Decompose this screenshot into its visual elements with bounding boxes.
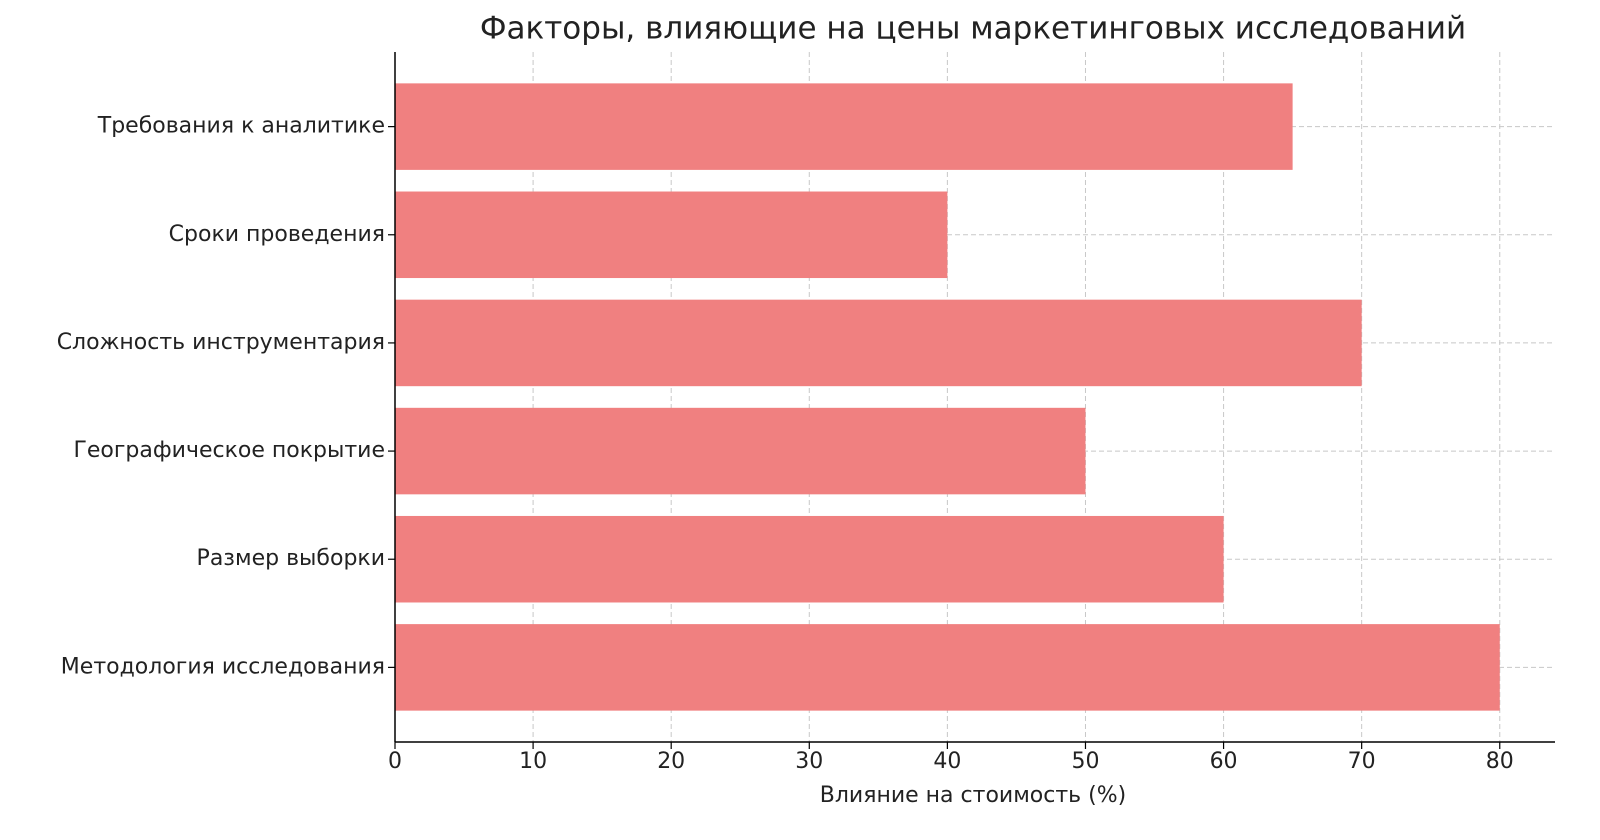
x-tick-label: 60 bbox=[1210, 749, 1238, 774]
bar bbox=[395, 191, 948, 279]
x-tick-label: 20 bbox=[657, 749, 685, 774]
bar bbox=[395, 407, 1086, 495]
y-tick-label: Сложность инструментария bbox=[57, 330, 385, 355]
y-tick-label: Географическое покрытие bbox=[73, 438, 385, 463]
x-tick-label: 40 bbox=[933, 749, 961, 774]
bar bbox=[395, 515, 1224, 603]
y-tick-label: Требования к аналитике bbox=[97, 114, 385, 139]
x-tick-label: 50 bbox=[1071, 749, 1099, 774]
y-tick-label: Сроки проведения bbox=[169, 222, 385, 247]
bar bbox=[395, 624, 1500, 711]
x-tick-label: 10 bbox=[519, 749, 547, 774]
x-tick-label: 30 bbox=[795, 749, 823, 774]
x-axis-label: Влияние на стоимость (%) bbox=[820, 783, 1126, 808]
y-tick-label: Методология исследования bbox=[61, 654, 385, 679]
x-tick-label: 0 bbox=[388, 749, 402, 774]
x-tick-label: 70 bbox=[1348, 749, 1376, 774]
bar bbox=[395, 83, 1293, 170]
x-tick-label: 80 bbox=[1486, 749, 1514, 774]
chart-title: Факторы, влияющие на цены маркетинговых … bbox=[480, 11, 1466, 47]
y-tick-label: Размер выборки bbox=[197, 546, 385, 571]
bar bbox=[395, 299, 1362, 387]
